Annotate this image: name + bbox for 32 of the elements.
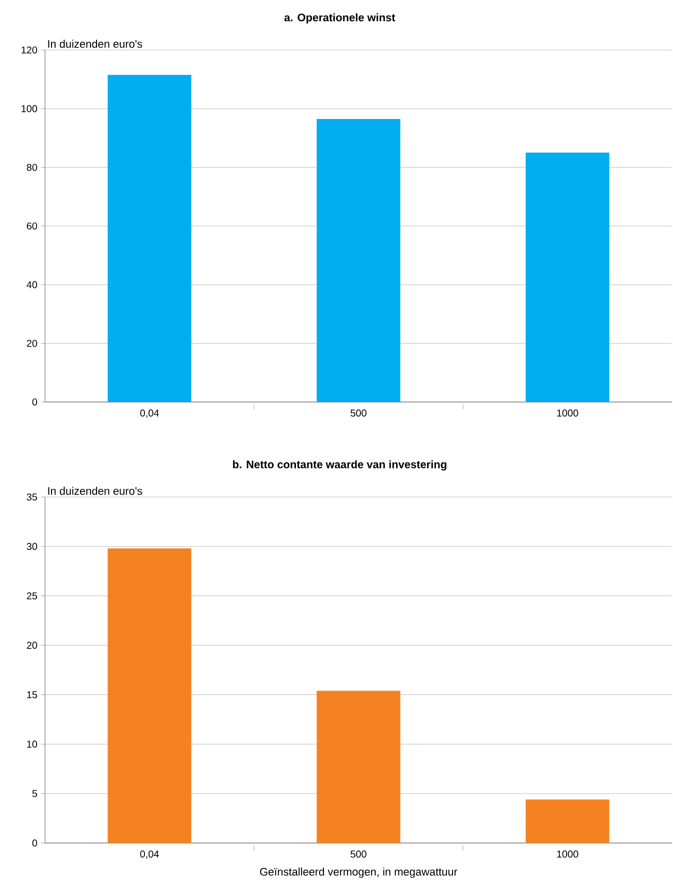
x-tick-label: 1000 <box>557 410 578 417</box>
x-tick-label: 500 <box>350 410 366 417</box>
y-tick-label: 120 <box>22 46 38 54</box>
y-axis-title: In duizenden euro's <box>48 40 142 48</box>
chart-title: b. Netto contante waarde van investering <box>233 460 446 471</box>
y-tick-label: 40 <box>26 281 38 288</box>
x-tick-label: 0,04 <box>140 850 159 859</box>
y-tick-label: 0 <box>32 839 38 847</box>
bar <box>316 690 400 844</box>
bar <box>526 800 610 844</box>
y-tick-label: 20 <box>26 340 38 347</box>
y-tick-label: 80 <box>26 164 38 171</box>
x-tick-label: 1000 <box>557 850 578 858</box>
y-tick-label: 0 <box>32 398 38 406</box>
x-tick-label: 0,04 <box>140 410 159 418</box>
y-tick-label: 25 <box>26 592 38 600</box>
y-axis-title: In duizenden euro's <box>48 486 142 495</box>
y-tick-label: 30 <box>26 542 38 550</box>
y-tick-label: 5 <box>32 790 38 798</box>
chart-title: a. Operationele winst <box>284 13 396 24</box>
y-tick-label: 15 <box>27 691 38 698</box>
bar <box>526 152 610 402</box>
bar <box>316 118 400 402</box>
y-tick-label: 35 <box>26 493 38 501</box>
bar <box>108 548 192 844</box>
bar <box>108 74 192 402</box>
y-tick-label: 10 <box>27 740 38 748</box>
x-axis-title: Geïnstalleerd vermogen, in megawattuur <box>260 868 458 878</box>
y-tick-label: 60 <box>26 222 38 230</box>
y-tick-label: 20 <box>26 642 38 649</box>
y-tick-label: 100 <box>22 105 38 112</box>
x-tick-label: 500 <box>350 850 366 858</box>
